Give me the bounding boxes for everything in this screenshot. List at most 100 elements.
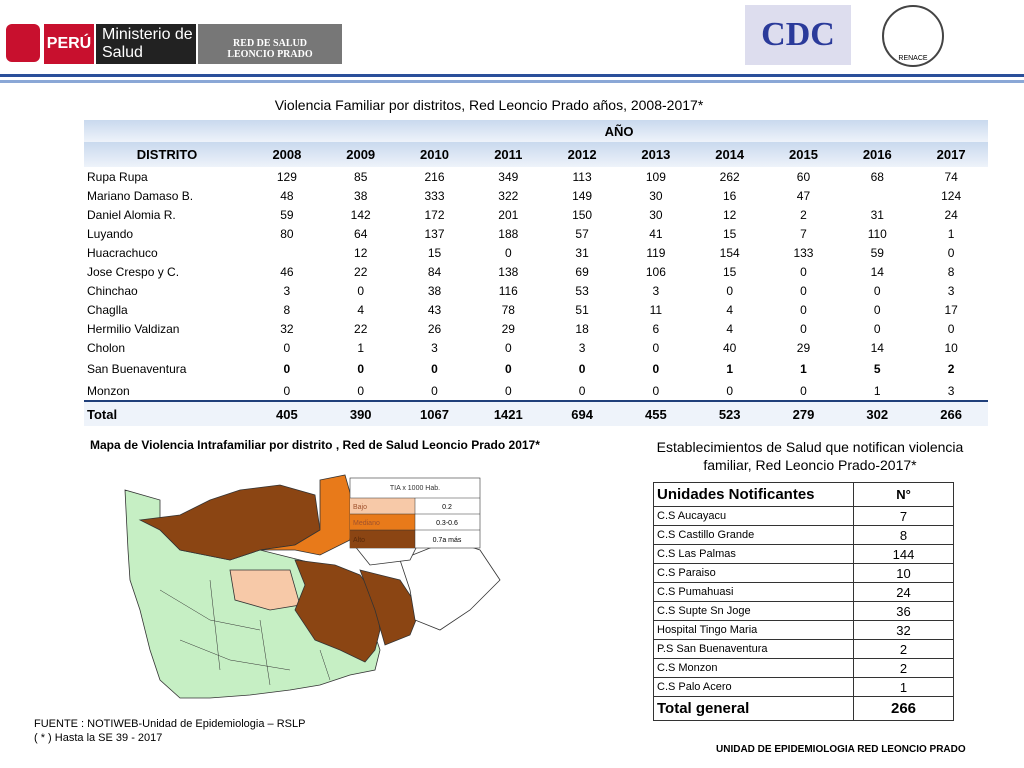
renace-logo: RENACE [882,5,944,67]
district: Chaglla [87,302,128,317]
district: Jose Crespo y C. [87,264,180,279]
unit-name: C.S Supte Sn Joge [653,601,854,621]
unit-count: 8 [853,525,954,545]
header-cell: 2008 [250,142,324,167]
unit-count: 7 [853,506,954,526]
district-table: AÑO DISTRITO 2008 2009 2010 2011 2012 2013 2014 2… [84,120,989,426]
total-cell: 523 [692,400,767,426]
cell: 0 [652,340,660,355]
cell: 0 [431,362,438,376]
cell: 38 [427,283,442,298]
ministerio: Ministerio de Salud [96,24,196,64]
row: Rupa Rupa 129 85 216 349 113 109 262 60 68 74 [84,167,988,186]
district: Monzon [87,383,130,398]
row: Monzon 0 0 0 0 0 0 0 0 1 3 [84,381,988,401]
total-cell: 266 [853,696,954,721]
cell: 0 [504,362,512,376]
cell: 14 [870,340,884,355]
cell: 1 [357,340,365,355]
cell: 0 [800,283,807,298]
cell: 4 [726,321,734,336]
header-cell: 2012 [545,142,619,167]
legend-label: Mediano [353,520,380,527]
unit-name: C.S Las Palmas [653,544,854,564]
total-cell: 694 [545,400,619,426]
header-cell: 2015 [766,142,841,167]
cell: 0 [800,302,807,317]
head-row: DISTRITO 2008 2009 2010 2011 2012 2013 2014 2015… [84,142,989,167]
total-cell: 405 [250,400,324,426]
main-title: Violencia Familiar por distritos, Red Le… [274,97,704,113]
cell: 2 [947,362,955,376]
unit-name: C.S Paraiso [653,563,854,583]
cell: 0 [873,321,881,336]
total-cell: 266 [914,400,989,426]
total-label: Total general [653,696,854,721]
unit-count: 1 [853,677,954,697]
unit-count: 36 [853,601,954,621]
cell: 0 [726,383,734,398]
cell: 0 [947,321,955,336]
cell: 149 [572,188,593,203]
row: Hospital Tingo Maria 32 [653,620,954,640]
units-table: Unidades Notificantes N° C.S Aucayacu 7 C.S … [653,482,954,721]
cell: 0 [652,383,660,398]
row: Chaglla 8 4 43 78 51 11 4 0 0 17 [84,300,988,319]
cell: 24 [944,207,958,222]
cell: 38 [354,188,368,203]
cell: 17 [944,302,958,317]
cell: 7 [800,226,807,241]
row: C.S Las Palmas 144 [653,544,954,564]
cell: 10 [944,340,958,355]
cell: 0 [283,362,291,376]
cell: 29 [501,321,515,336]
cell: 129 [276,169,297,184]
cell: 0 [873,302,881,317]
total-cell: 390 [323,400,398,426]
group-header: AÑO [250,120,989,142]
map: TIA x 1000 Hab. Bajo 0.2 Mediano 0.3-0.6… [124,474,501,699]
cell: 0 [800,321,807,336]
cell: 0 [578,383,586,398]
cell: 48 [280,188,294,203]
unit-count: 10 [853,563,954,583]
head-row: Unidades Notificantes N° [653,482,954,507]
cell: 0 [578,362,586,376]
header-cell: N° [853,482,954,507]
cell: 64 [354,226,368,241]
cell: 138 [498,264,519,279]
cell: 15 [723,264,737,279]
cell: 18 [575,321,589,336]
rule [0,80,1024,83]
header-cell: 2011 [471,142,546,167]
total-cell: 279 [766,400,841,426]
cell [250,243,324,262]
cell: 51 [575,302,589,317]
row: Huacrachuco 12 15 0 31 119 154 133 59 0 [84,243,988,262]
unit-count: 2 [853,658,954,678]
cell: 0 [357,383,365,398]
district: Mariano Damaso B. [87,188,194,203]
cell: 85 [354,169,368,184]
cell: 68 [870,169,884,184]
unit-count: 2 [853,639,954,659]
cell: 137 [424,226,445,241]
cell: 59 [870,245,884,260]
shield [6,24,40,62]
cell: 0 [726,283,734,298]
header-cell: 2017 [914,142,989,167]
cell: 262 [719,169,740,184]
cell: 74 [944,169,958,184]
legend-range: 0.7a más [433,537,462,544]
cell: 0 [283,340,291,355]
cell: 3 [578,340,586,355]
peru: PERÚ [44,24,94,64]
legend-range: 0.2 [442,504,452,511]
cell: 216 [424,169,445,184]
cell: 60 [796,169,811,184]
cell: 43 [427,302,442,317]
cell: 0 [652,362,660,376]
row: Hermilio Valdizan 32 22 26 29 18 6 4 0 0 0 [84,319,988,338]
cell: 322 [498,188,519,203]
cell: 57 [575,226,589,241]
